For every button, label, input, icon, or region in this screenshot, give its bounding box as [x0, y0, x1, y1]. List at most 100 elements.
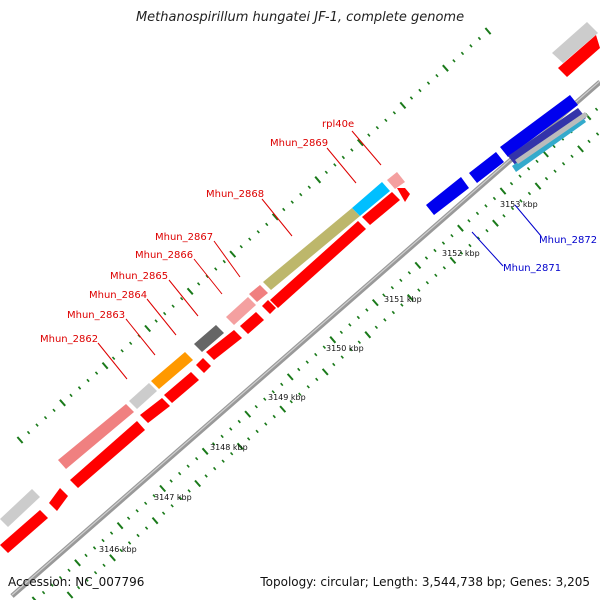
minor-tick: [127, 541, 132, 545]
major-tick: [31, 596, 37, 600]
minor-tick: [84, 553, 88, 558]
minor-tick: [426, 81, 431, 85]
kbp-label-3152: 3152 kbp: [442, 249, 480, 258]
gene-label-mhun-2871[interactable]: Mhun_2871: [503, 263, 561, 274]
minor-tick: [280, 382, 284, 387]
major-tick: [499, 187, 507, 195]
minor-tick: [324, 170, 329, 175]
minor-tick: [595, 132, 600, 136]
minor-tick: [162, 311, 167, 316]
major-tick: [186, 287, 194, 295]
minor-tick: [143, 501, 148, 506]
backbone-group: [10, 80, 600, 598]
minor-tick: [553, 169, 557, 173]
minor-tick: [248, 237, 252, 241]
minor-tick: [390, 285, 395, 290]
feature-orange-mhun-2864: [151, 352, 193, 389]
gene-label-mhun-2866[interactable]: Mhun_2866: [135, 250, 193, 261]
minor-tick: [492, 196, 497, 201]
minor-tick: [305, 360, 309, 364]
backbone-line-highlight: [11, 80, 600, 596]
major-tick: [449, 256, 457, 265]
major-tick: [244, 410, 252, 418]
minor-tick: [418, 88, 422, 93]
minor-tick: [214, 267, 218, 271]
minor-tick: [119, 548, 123, 553]
minor-tick: [178, 496, 183, 501]
backbone-line: [10, 80, 600, 598]
minor-tick: [221, 459, 225, 463]
minor-tick: [367, 133, 371, 137]
gene-arrow-blue: [500, 95, 578, 157]
gene-arrow-red: [240, 312, 264, 334]
kbp-label-3147: 3147 kbp: [154, 493, 192, 502]
major-tick: [109, 554, 116, 562]
leader-line-mhun-2864: [146, 298, 177, 336]
gene-arrow-red: [140, 398, 170, 423]
major-tick: [314, 176, 322, 184]
gene-arrow-red: [397, 188, 410, 202]
minor-tick: [442, 266, 447, 270]
minor-tick: [469, 44, 473, 48]
kbp-label-3151: 3151 kbp: [384, 295, 422, 304]
kbp-label-3146: 3146 kbp: [99, 545, 137, 554]
gene-label-mhun-2863[interactable]: Mhun_2863: [67, 310, 125, 321]
gene-label-rpl40e[interactable]: rpl40e: [322, 119, 354, 130]
gene-arrow-red: [0, 510, 48, 553]
minor-tick: [384, 118, 388, 123]
major-tick: [484, 27, 492, 35]
minor-tick: [468, 243, 472, 248]
leader-line-rpl40e: [351, 130, 382, 166]
gene-arrow-red: [262, 300, 276, 314]
minor-tick: [340, 355, 344, 359]
minor-tick: [526, 166, 531, 171]
gene-label-mhun-2865[interactable]: Mhun_2865: [110, 271, 168, 282]
minor-tick: [407, 271, 412, 275]
minor-tick: [265, 222, 269, 227]
major-tick: [271, 213, 279, 221]
minor-tick: [256, 230, 260, 234]
minor-tick: [229, 427, 233, 431]
minor-tick: [135, 509, 139, 513]
minor-tick: [161, 511, 166, 515]
minor-tick: [222, 259, 226, 264]
minor-tick: [211, 442, 216, 446]
feature-band-upper: [0, 22, 598, 527]
gene-label-mhun-2867[interactable]: Mhun_2867: [155, 232, 213, 243]
major-tick: [59, 399, 66, 407]
minor-tick: [400, 303, 404, 307]
minor-tick: [282, 207, 286, 212]
minor-tick: [441, 241, 446, 245]
minor-tick: [204, 474, 208, 478]
feature-pink-mhun-2866: [226, 297, 256, 325]
minor-tick: [544, 176, 549, 181]
gene-arrow-gray-stripe: [515, 112, 588, 164]
major-tick: [194, 479, 202, 488]
gene-arrow-red: [70, 421, 145, 488]
gene-label-mhun-2869[interactable]: Mhun_2869: [270, 138, 328, 149]
reverse-genes: [426, 95, 588, 215]
major-tick: [116, 521, 124, 530]
minor-tick: [93, 570, 98, 575]
minor-tick: [92, 546, 97, 550]
minor-tick: [86, 378, 90, 383]
gene-label-mhun-2862[interactable]: Mhun_2862: [40, 334, 98, 345]
gene-label-mhun-2868[interactable]: Mhun_2868: [206, 189, 264, 200]
gene-arrow-red: [196, 358, 211, 373]
major-tick: [16, 436, 24, 444]
minor-tick: [271, 390, 275, 394]
minor-tick: [484, 204, 488, 208]
minor-tick: [450, 233, 454, 238]
leader-line-mhun-2867: [213, 240, 241, 278]
minor-tick: [152, 494, 156, 498]
kbp-scale-labels: 3146 kbp 3147 kbp 3148 kbp 3149 kbp 3150…: [99, 200, 538, 554]
major-tick: [321, 368, 329, 376]
gene-label-mhun-2864[interactable]: Mhun_2864: [89, 290, 147, 301]
minor-tick: [409, 96, 414, 100]
major-tick: [371, 298, 379, 307]
kbp-label-3150: 3150 kbp: [326, 344, 364, 353]
major-tick: [229, 250, 237, 258]
minor-tick: [433, 248, 437, 253]
gene-label-mhun-2872[interactable]: Mhun_2872: [539, 235, 597, 246]
